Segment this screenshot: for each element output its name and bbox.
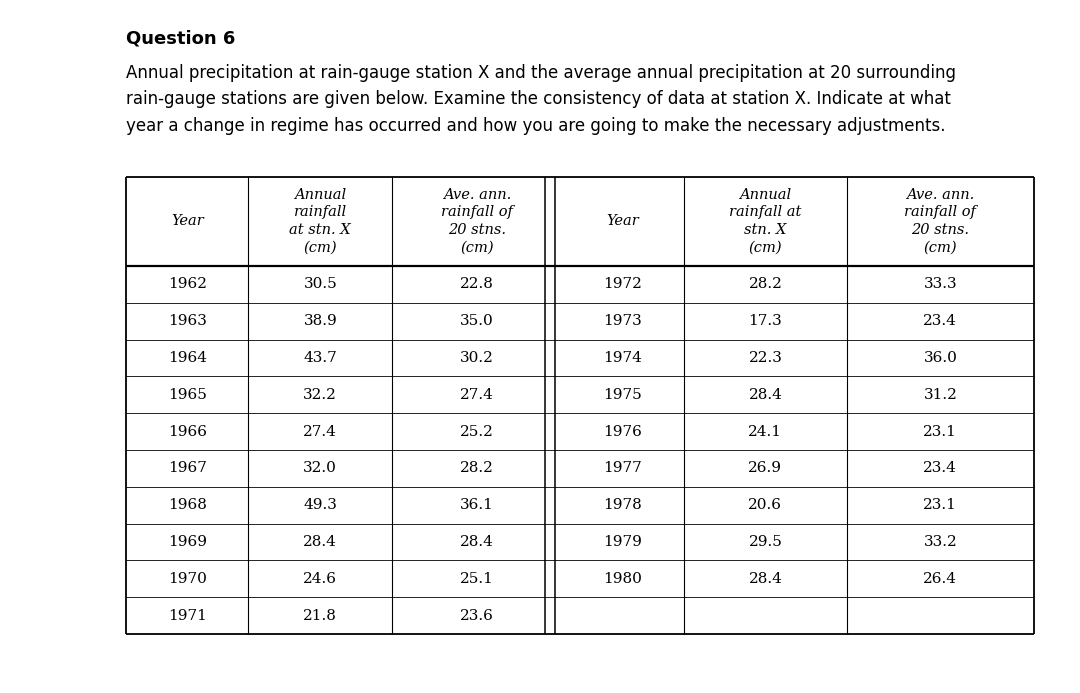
Text: 29.5: 29.5: [748, 535, 782, 549]
Text: 1966: 1966: [167, 425, 206, 439]
Text: 1967: 1967: [167, 462, 206, 475]
Text: 22.8: 22.8: [460, 277, 494, 291]
Text: 33.3: 33.3: [923, 277, 957, 291]
Text: 22.3: 22.3: [748, 351, 782, 365]
Text: 23.1: 23.1: [923, 498, 957, 512]
Text: 25.2: 25.2: [460, 425, 494, 439]
Text: 25.1: 25.1: [460, 572, 494, 586]
Text: 30.2: 30.2: [460, 351, 494, 365]
Text: 1973: 1973: [604, 314, 643, 328]
Text: 36.1: 36.1: [460, 498, 494, 512]
Text: Annual
rainfall at
stn. X
(cm): Annual rainfall at stn. X (cm): [729, 188, 801, 255]
Text: Question 6: Question 6: [126, 29, 235, 47]
Text: 24.6: 24.6: [303, 572, 337, 586]
Text: 1970: 1970: [167, 572, 206, 586]
Text: 28.4: 28.4: [303, 535, 337, 549]
Text: 26.4: 26.4: [923, 572, 957, 586]
Text: Year: Year: [171, 214, 204, 228]
Text: 35.0: 35.0: [460, 314, 494, 328]
Text: Year: Year: [606, 214, 639, 228]
Text: 28.2: 28.2: [460, 462, 494, 475]
Text: 1965: 1965: [167, 388, 206, 402]
Text: 23.6: 23.6: [460, 608, 494, 623]
Text: 33.2: 33.2: [923, 535, 957, 549]
Text: Ave. ann.
rainfall of
20 stns.
(cm): Ave. ann. rainfall of 20 stns. (cm): [904, 188, 976, 255]
Text: 23.4: 23.4: [923, 314, 957, 328]
Text: 26.9: 26.9: [748, 462, 782, 475]
Text: 27.4: 27.4: [303, 425, 337, 439]
Text: 30.5: 30.5: [303, 277, 337, 291]
Text: 43.7: 43.7: [303, 351, 337, 365]
Text: 24.1: 24.1: [748, 425, 782, 439]
Text: 1974: 1974: [604, 351, 643, 365]
Text: 17.3: 17.3: [748, 314, 782, 328]
Text: 28.4: 28.4: [748, 572, 782, 586]
Text: 1978: 1978: [604, 498, 643, 512]
Text: 1976: 1976: [604, 425, 643, 439]
Text: 28.4: 28.4: [748, 388, 782, 402]
Text: 1971: 1971: [167, 608, 206, 623]
Text: 32.2: 32.2: [303, 388, 337, 402]
Text: 28.2: 28.2: [748, 277, 782, 291]
Text: 20.6: 20.6: [748, 498, 782, 512]
Text: Annual
rainfall
at stn. X
(cm): Annual rainfall at stn. X (cm): [289, 188, 351, 255]
Text: 1972: 1972: [604, 277, 643, 291]
Text: 1979: 1979: [604, 535, 643, 549]
Text: Ave. ann.
rainfall of
20 stns.
(cm): Ave. ann. rainfall of 20 stns. (cm): [441, 188, 513, 255]
Text: 1962: 1962: [167, 277, 206, 291]
Text: 1980: 1980: [604, 572, 643, 586]
Text: 27.4: 27.4: [460, 388, 494, 402]
Text: 1968: 1968: [167, 498, 206, 512]
Text: 23.4: 23.4: [923, 462, 957, 475]
Text: 36.0: 36.0: [923, 351, 957, 365]
Text: 1969: 1969: [167, 535, 206, 549]
Text: Annual precipitation at rain-gauge station X and the average annual precipitatio: Annual precipitation at rain-gauge stati…: [126, 64, 957, 134]
Text: 21.8: 21.8: [303, 608, 337, 623]
Text: 32.0: 32.0: [303, 462, 337, 475]
Text: 1977: 1977: [604, 462, 643, 475]
Text: 1975: 1975: [604, 388, 643, 402]
Text: 1963: 1963: [167, 314, 206, 328]
Text: 23.1: 23.1: [923, 425, 957, 439]
Text: 31.2: 31.2: [923, 388, 957, 402]
Text: 1964: 1964: [167, 351, 206, 365]
Text: 28.4: 28.4: [460, 535, 494, 549]
Text: 38.9: 38.9: [303, 314, 337, 328]
Text: 49.3: 49.3: [303, 498, 337, 512]
